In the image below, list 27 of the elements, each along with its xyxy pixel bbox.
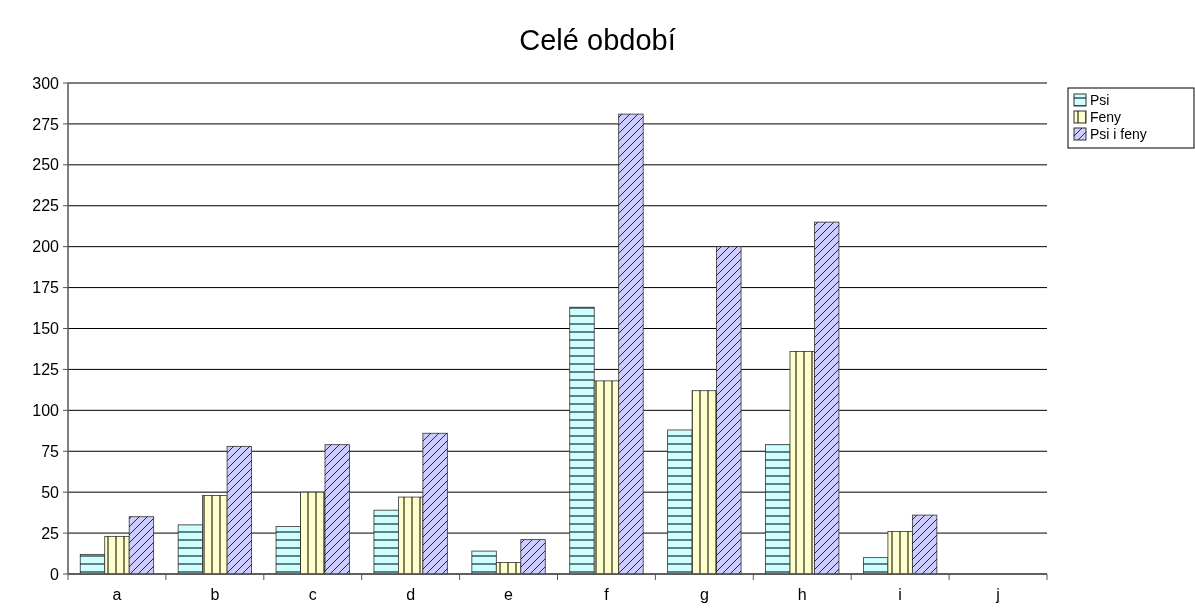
x-tick-label: j xyxy=(995,586,1000,603)
legend-label: Psi xyxy=(1090,91,1110,108)
y-tick-label: 225 xyxy=(32,197,60,215)
legend-label: Psi i feny xyxy=(1090,125,1147,142)
y-tick-label: 300 xyxy=(32,74,60,92)
x-tick-label: h xyxy=(797,586,807,603)
y-tick-label: 250 xyxy=(32,156,60,174)
y-tick-label: 50 xyxy=(41,483,60,501)
y-tick-label: 0 xyxy=(50,565,60,583)
y-tick-label: 125 xyxy=(32,361,60,379)
x-tick-label: e xyxy=(504,586,514,603)
y-tick-label: 100 xyxy=(32,401,60,419)
y-tick-label: 200 xyxy=(32,238,60,256)
x-tick-label: d xyxy=(406,586,416,603)
y-tick-label: 275 xyxy=(32,115,60,133)
x-tick-label: i xyxy=(898,586,902,603)
y-tick-label: 150 xyxy=(32,320,60,338)
chart-title: Celé období xyxy=(519,24,676,56)
y-tick-label: 75 xyxy=(41,442,60,460)
legend-label: Feny xyxy=(1090,108,1122,125)
y-tick-label: 25 xyxy=(41,524,60,542)
x-tick-label: c xyxy=(308,586,317,603)
x-tick-label: b xyxy=(210,586,220,603)
x-tick-label: a xyxy=(112,586,122,603)
x-tick-label: f xyxy=(604,586,610,603)
x-tick-label: g xyxy=(699,586,709,603)
y-tick-label: 175 xyxy=(32,279,60,297)
